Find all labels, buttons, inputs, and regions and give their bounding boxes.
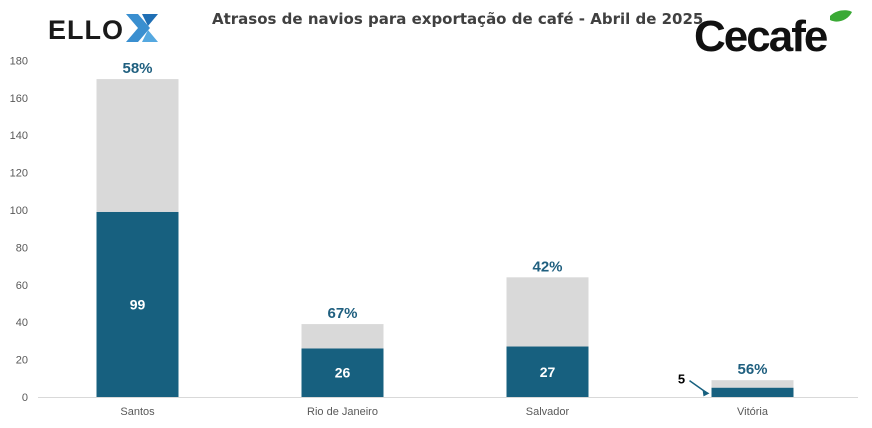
x-category-label: Rio de Janeiro (307, 406, 378, 418)
x-category-label: Vitória (737, 406, 769, 418)
y-tick-label: 120 (10, 168, 28, 180)
y-tick-label: 40 (16, 317, 28, 329)
y-tick-label: 140 (10, 130, 28, 142)
percent-label: 42% (532, 258, 562, 275)
x-category-label: Santos (120, 406, 155, 418)
bar-delayed (96, 211, 179, 397)
bar-delayed (711, 387, 794, 397)
y-tick-label: 80 (16, 242, 28, 254)
y-tick-label: 20 (16, 355, 28, 367)
bar-remaining (506, 277, 589, 347)
x-category-label: Salvador (526, 406, 570, 418)
percent-label: 58% (122, 60, 152, 77)
value-label: 27 (540, 364, 556, 380)
bar-remaining (301, 324, 384, 349)
y-tick-label: 100 (10, 205, 28, 217)
value-label: 99 (130, 296, 146, 312)
value-label: 5 (678, 372, 685, 387)
svg-text:ELLO: ELLO (48, 15, 124, 45)
bar-delayed (506, 346, 589, 397)
y-tick-label: 0 (22, 392, 28, 404)
percent-label: 67% (327, 305, 357, 322)
ello-logo: ELLO (48, 14, 158, 45)
svg-text:Cecafe: Cecafe (694, 12, 827, 60)
y-tick-label: 160 (10, 93, 28, 105)
cecafe-logo: Cecafe (694, 10, 852, 60)
percent-label: 56% (737, 361, 767, 378)
chart-title: Atrasos de navios para exportação de caf… (212, 10, 704, 28)
bar-delayed (301, 348, 384, 397)
y-tick-label: 180 (10, 55, 28, 67)
y-tick-label: 60 (16, 280, 28, 292)
bar-remaining (711, 380, 794, 388)
bar-remaining (96, 79, 179, 212)
value-label: 26 (335, 365, 351, 381)
value-label-arrowhead (702, 389, 710, 397)
